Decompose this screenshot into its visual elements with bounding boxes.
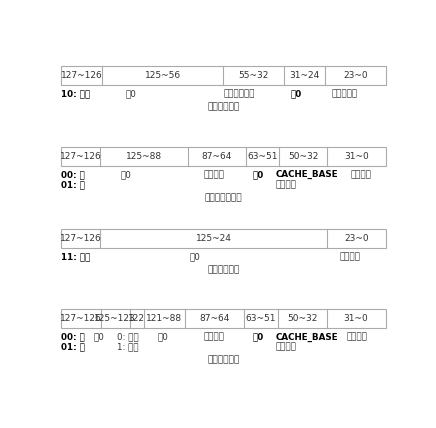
Text: CACHE_BASE: CACHE_BASE [276,333,338,342]
Text: 目标物理地址: 目标物理地址 [223,89,255,98]
Text: 源物理地址: 源物理地址 [331,89,358,98]
Text: 50~32: 50~32 [287,314,317,323]
Text: 31~0: 31~0 [344,152,369,161]
Text: 31~24: 31~24 [290,71,320,80]
Text: 63~51: 63~51 [247,152,278,161]
Text: 逻辑地址: 逻辑地址 [347,333,368,342]
Text: 125~56: 125~56 [145,71,181,80]
Text: 物理地址: 物理地址 [340,252,361,261]
Text: 0: 正常: 0: 正常 [117,333,139,342]
Text: 63~51: 63~51 [245,314,276,323]
Text: 31~0: 31~0 [344,314,368,323]
Text: 补0: 补0 [291,89,302,98]
Text: 补0: 补0 [252,170,263,179]
Text: 127~126: 127~126 [60,234,102,243]
Text: 擦除指令格式: 擦除指令格式 [208,265,239,274]
Text: 偏移地址: 偏移地址 [276,342,297,351]
Text: 122: 122 [129,314,146,323]
Bar [61,147,385,166]
Text: 55~32: 55~32 [238,71,269,80]
Text: 搬移指令格式: 搬移指令格式 [208,103,239,112]
Text: 完成指令格式: 完成指令格式 [208,356,239,365]
Text: 补0: 补0 [93,333,104,342]
Bar [61,66,385,85]
Text: 50~32: 50~32 [288,152,318,161]
Text: 00: 读: 00: 读 [61,333,85,342]
Text: 读、写指令格式: 读、写指令格式 [204,193,242,202]
Text: 逻辑地址: 逻辑地址 [350,170,371,179]
Text: 01: 写: 01: 写 [61,342,85,351]
Text: 121~88: 121~88 [146,314,183,323]
Text: 127~126: 127~126 [61,71,102,80]
Text: 物理地址: 物理地址 [203,170,224,179]
Text: 00: 读: 00: 读 [61,170,85,179]
Text: 23~0: 23~0 [344,234,369,243]
Text: 补0: 补0 [157,333,168,342]
Text: 10: 搬移: 10: 搬移 [61,89,91,98]
Text: 125~24: 125~24 [196,234,232,243]
Text: 物理地址: 物理地址 [203,333,224,342]
Text: 87~64: 87~64 [201,152,232,161]
Text: 补0: 补0 [126,89,136,98]
Text: 补0: 补0 [190,252,201,261]
Bar [61,309,385,328]
Text: 补0: 补0 [120,170,131,179]
Text: 23~0: 23~0 [343,71,368,80]
Text: 偏移地址: 偏移地址 [276,180,297,189]
Text: 87~64: 87~64 [199,314,230,323]
Text: 补0: 补0 [252,333,263,342]
Text: 127~126: 127~126 [60,152,102,161]
Text: 125~123: 125~123 [95,314,136,323]
Text: CACHE_BASE: CACHE_BASE [276,170,338,179]
Text: 11: 擦除: 11: 擦除 [61,252,91,261]
Bar [61,229,385,248]
Text: 01: 写: 01: 写 [61,180,85,189]
Text: 1: 环块: 1: 环块 [117,342,139,351]
Text: 125~88: 125~88 [126,152,162,161]
Text: 127~126: 127~126 [60,314,102,323]
